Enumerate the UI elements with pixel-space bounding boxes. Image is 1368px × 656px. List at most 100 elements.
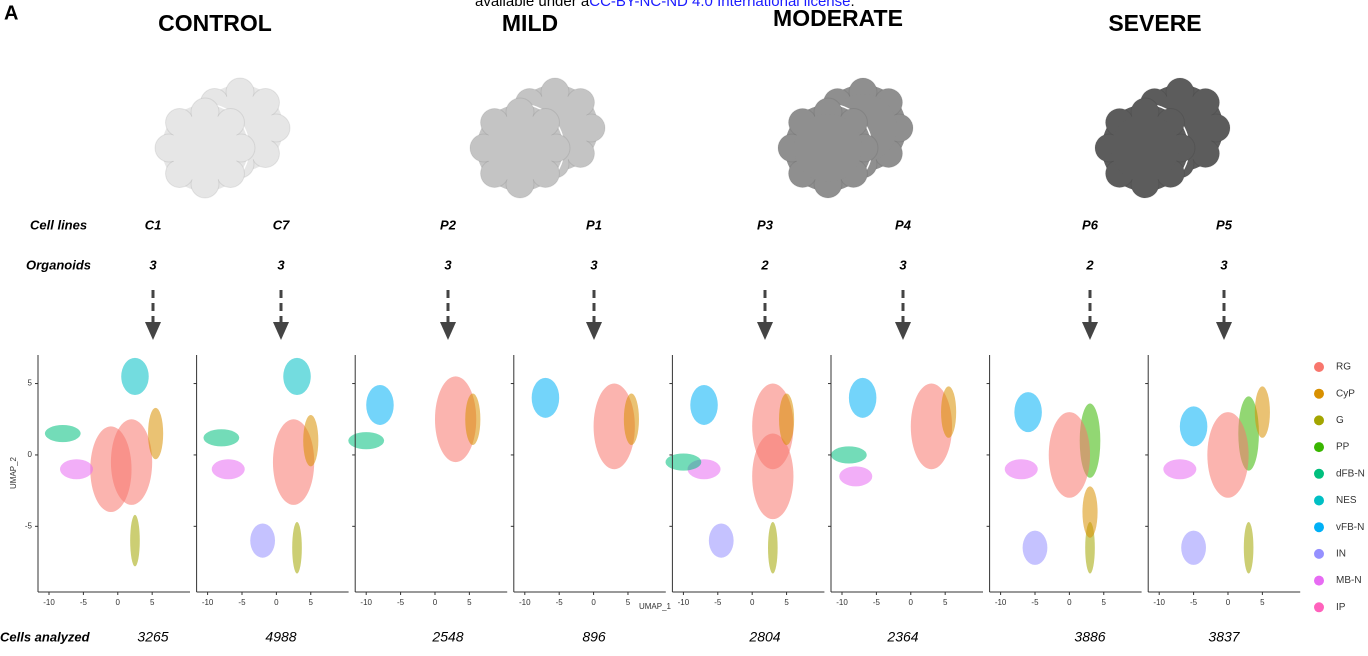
organoid-count: 2 [760, 257, 769, 272]
x-tick-label: 5 [626, 598, 631, 607]
x-tick-label: -5 [556, 598, 564, 607]
cluster [839, 466, 872, 486]
cluster [624, 394, 639, 445]
y-tick-label: 0 [28, 450, 33, 459]
organoid-count: 3 [444, 257, 452, 272]
x-tick-label: 5 [1260, 598, 1265, 607]
y-tick-label: 5 [28, 379, 33, 388]
x-tick-label: -5 [714, 598, 722, 607]
x-tick-label: -10 [995, 598, 1007, 607]
cell-line: P4 [895, 217, 912, 232]
x-tick-label: 0 [750, 598, 755, 607]
group-title: SEVERE [1108, 10, 1201, 36]
organoid-core [794, 114, 862, 182]
cluster [1023, 531, 1048, 565]
cell-count: 2548 [431, 629, 463, 645]
x-tick-label: -5 [1190, 598, 1198, 607]
cluster [532, 378, 560, 418]
x-tick-label: 5 [943, 598, 948, 607]
x-tick-label: -10 [519, 598, 531, 607]
legend-label: G [1336, 415, 1344, 426]
x-tick-label: -5 [238, 598, 246, 607]
cluster [212, 459, 245, 479]
cell-count: 2364 [886, 629, 918, 645]
cluster [60, 459, 93, 479]
x-tick-label: 5 [309, 598, 314, 607]
organoid-count: 2 [1085, 257, 1094, 272]
cluster [1005, 459, 1038, 479]
x-tick-label: -5 [80, 598, 88, 607]
x-tick-label: 0 [274, 598, 279, 607]
legend-swatch [1314, 469, 1324, 479]
cluster [1082, 486, 1097, 537]
x-tick-label: -5 [1031, 598, 1039, 607]
legend-swatch [1314, 549, 1324, 559]
cluster [203, 429, 239, 446]
x-tick-label: -10 [202, 598, 214, 607]
arrow-head [1082, 322, 1098, 340]
cluster [1181, 531, 1206, 565]
cluster [283, 358, 311, 395]
cell-line: P5 [1216, 217, 1233, 232]
cluster [768, 522, 778, 573]
cluster [292, 522, 302, 573]
legend-swatch [1314, 496, 1324, 506]
cluster [779, 394, 794, 445]
cluster [1255, 386, 1270, 437]
organoid-core [1111, 114, 1179, 182]
x-tick-label: 5 [784, 598, 789, 607]
arrow-head [757, 322, 773, 340]
cluster [709, 523, 734, 557]
cluster [303, 415, 318, 466]
legend-swatch [1314, 576, 1324, 586]
legend-label: MB-N [1336, 575, 1362, 586]
legend-label: IP [1336, 602, 1346, 613]
row-label: Cell lines [30, 217, 87, 232]
x-tick-label: 0 [1226, 598, 1231, 607]
organoid-count: 3 [149, 257, 157, 272]
x-tick-label: -10 [43, 598, 55, 607]
arrow-head [586, 322, 602, 340]
cluster [690, 385, 718, 425]
cluster [666, 454, 702, 471]
organoid-icon [470, 78, 605, 198]
legend-swatch [1314, 389, 1324, 399]
cell-count: 2804 [748, 629, 780, 645]
x-tick-label: 5 [467, 598, 472, 607]
organoid-core [486, 114, 554, 182]
cluster [348, 432, 384, 449]
cluster [250, 523, 275, 557]
cluster [45, 425, 81, 442]
cell-count: 3265 [137, 629, 168, 645]
cluster [1163, 459, 1196, 479]
x-tick-label: 5 [1102, 598, 1107, 607]
legend-swatch [1314, 442, 1324, 452]
x-tick-label: -10 [1153, 598, 1165, 607]
x-axis-label: UMAP_1 [639, 602, 672, 611]
legend-label: dFB-N [1336, 468, 1365, 479]
cell-line: P1 [586, 217, 602, 232]
organoid-count: 3 [277, 257, 285, 272]
x-tick-label: -10 [678, 598, 690, 607]
organoid-count: 3 [590, 257, 598, 272]
cluster [941, 386, 956, 437]
x-tick-label: 5 [150, 598, 155, 607]
cell-count: 896 [582, 629, 606, 645]
x-tick-label: 0 [591, 598, 596, 607]
cluster [148, 408, 163, 459]
cluster [366, 385, 394, 425]
arrow-head [895, 322, 911, 340]
row-label: Organoids [26, 257, 91, 272]
legend-label: IN [1336, 549, 1346, 560]
cluster [1014, 392, 1042, 432]
cluster [1207, 412, 1248, 498]
group-title: MILD [502, 10, 558, 36]
organoid-core [171, 114, 239, 182]
x-tick-label: -5 [873, 598, 881, 607]
panel-label: A [4, 2, 18, 24]
arrow-head [440, 322, 456, 340]
legend-label: RG [1336, 362, 1351, 373]
group-title: MODERATE [773, 5, 903, 31]
legend-label: NES [1336, 495, 1357, 506]
cluster [849, 378, 877, 418]
